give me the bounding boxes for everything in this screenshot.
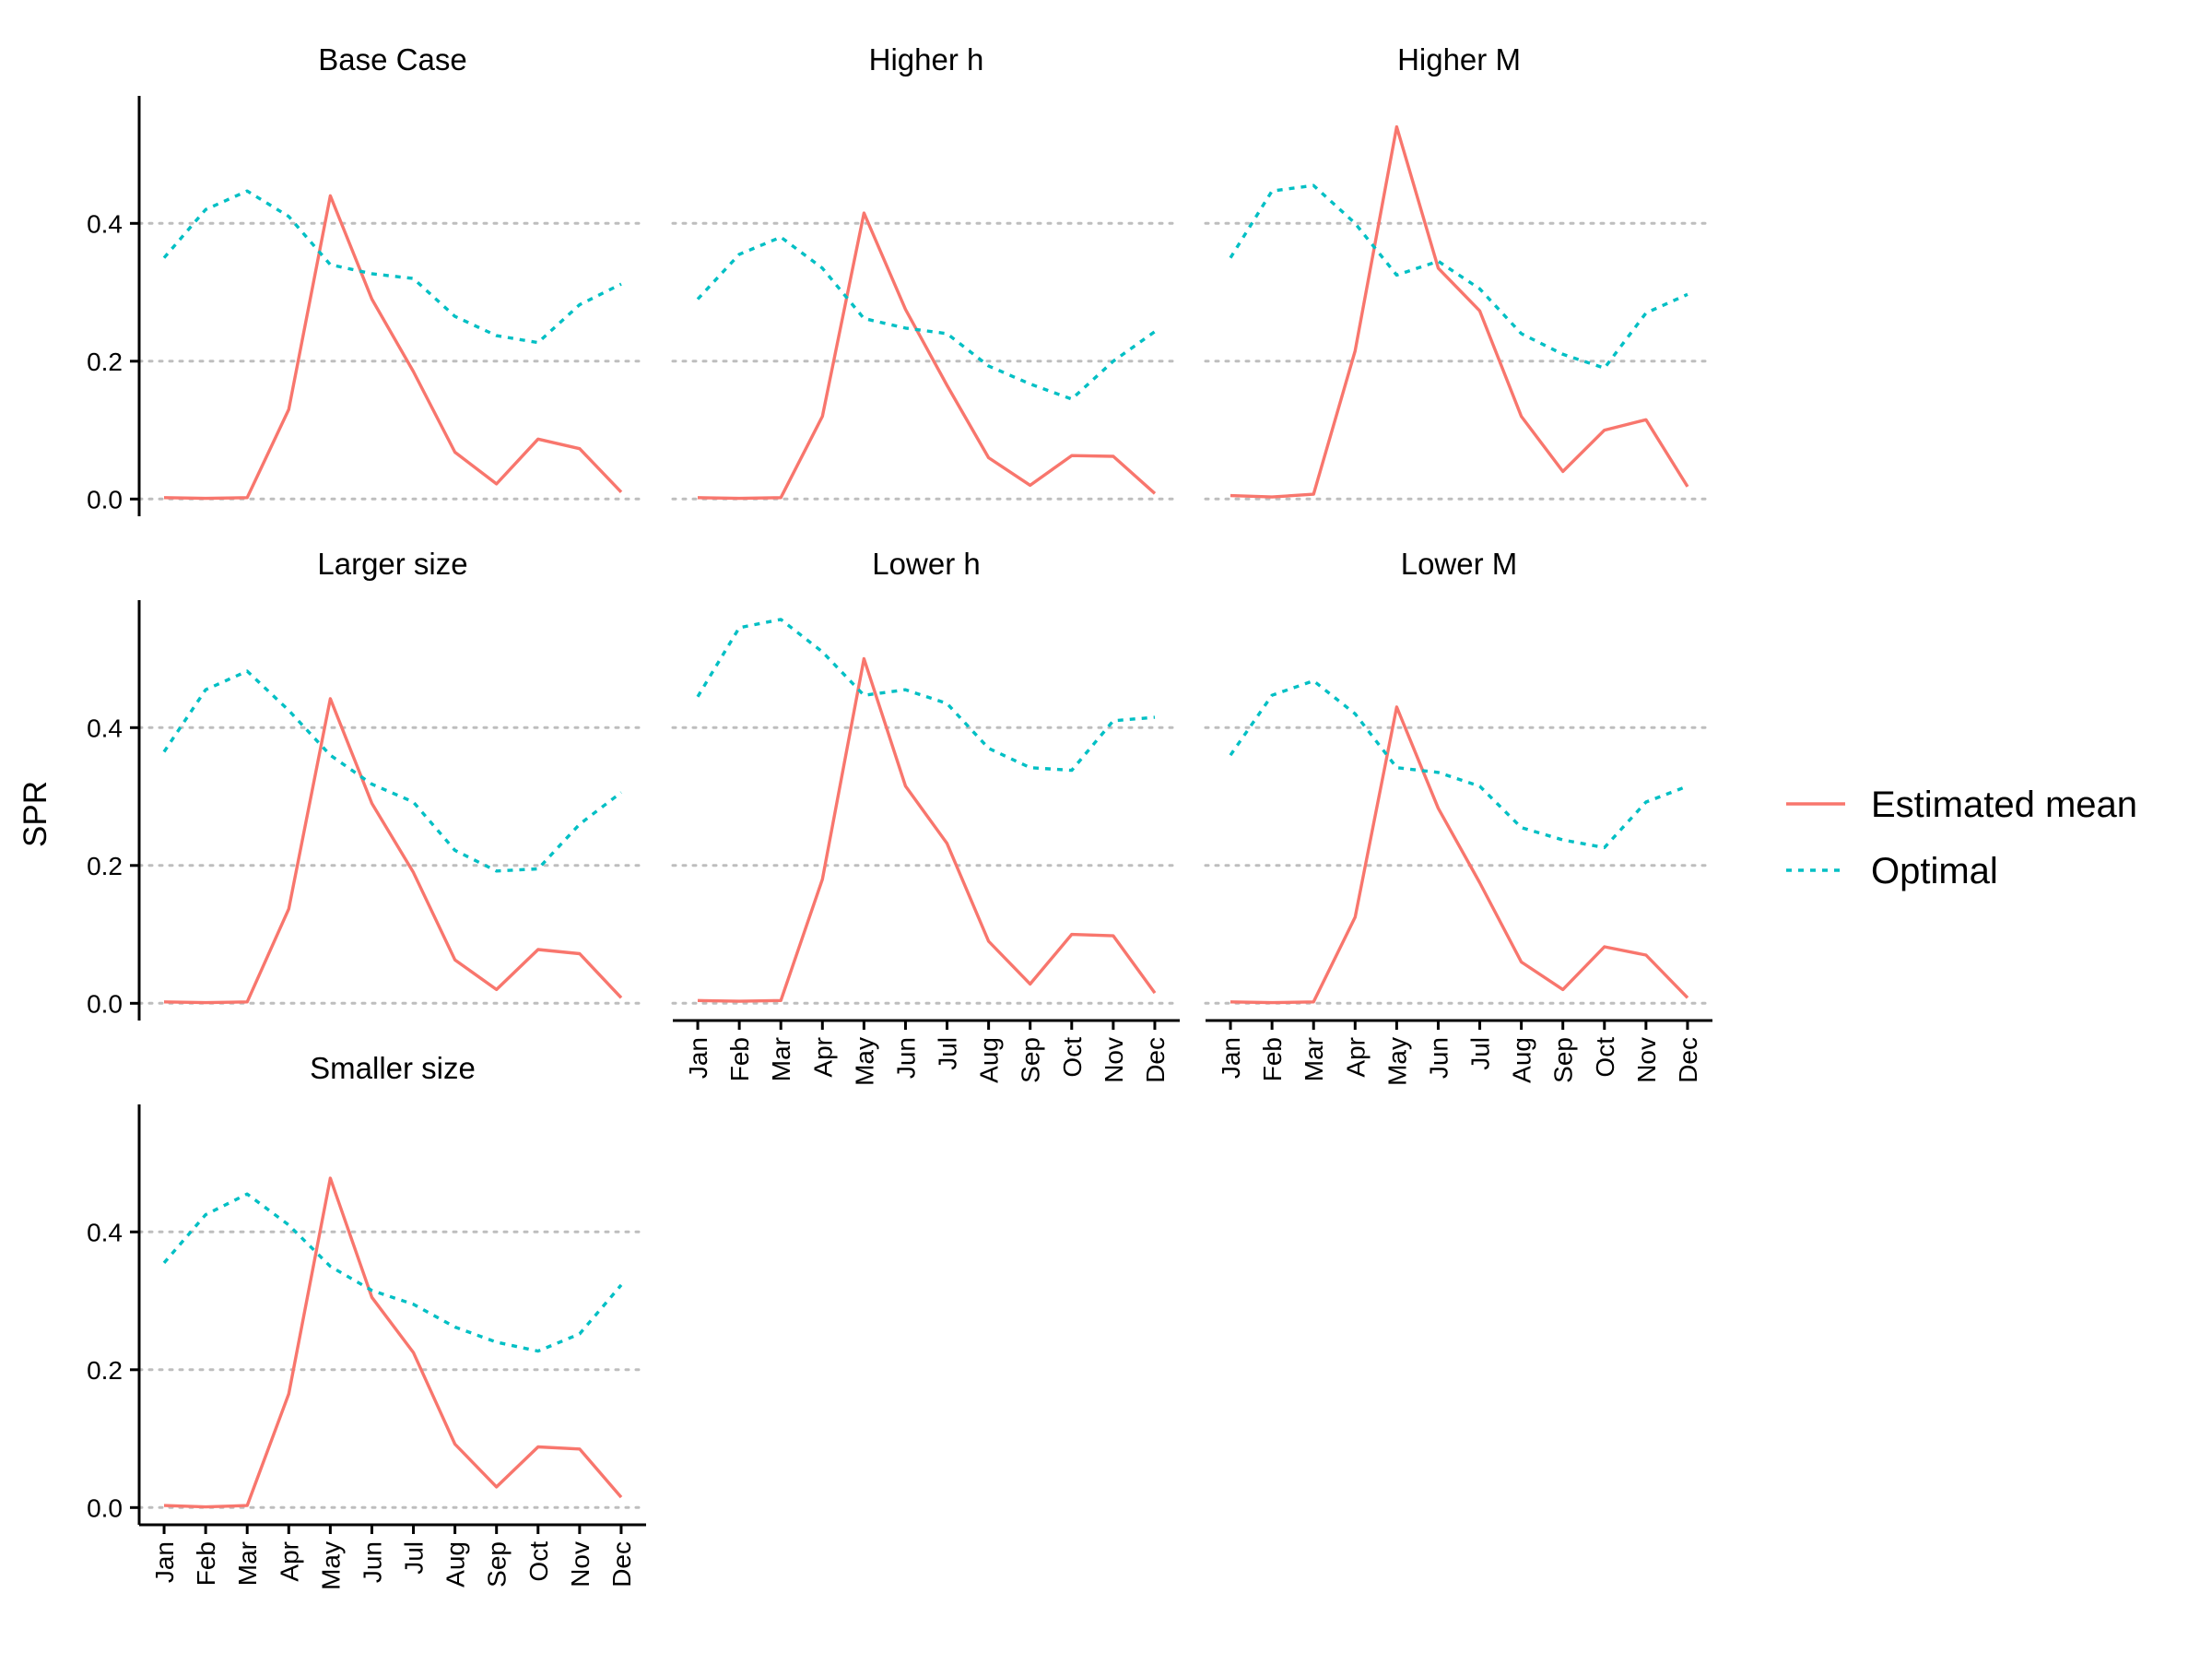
x-tick-label-lower-h-3: Apr (808, 1037, 837, 1078)
x-tick-label-smaller-size-6: Jul (400, 1541, 429, 1575)
y-axis-title: SPR (18, 781, 53, 847)
panel-title-larger-size: Larger size (317, 547, 467, 581)
y-tick-label-base-case-2: 0.4 (87, 209, 123, 238)
panel-title-higher-m: Higher M (1397, 42, 1521, 77)
x-tick-label-lower-m-9: Oct (1591, 1037, 1619, 1078)
x-tick-label-smaller-size-3: Apr (275, 1541, 303, 1582)
y-tick-label-smaller-size-0: 0.0 (87, 1493, 123, 1522)
x-tick-label-lower-h-8: Sep (1017, 1037, 1045, 1083)
x-tick-label-lower-m-2: Mar (1300, 1037, 1328, 1081)
panel-title-lower-h: Lower h (872, 547, 980, 581)
y-tick-label-smaller-size-2: 0.4 (87, 1218, 123, 1246)
y-tick-label-smaller-size-1: 0.2 (87, 1356, 123, 1385)
legend-label-optimal: Optimal (1871, 851, 1998, 891)
y-tick-label-larger-size-1: 0.2 (87, 852, 123, 880)
y-tick-label-larger-size-2: 0.4 (87, 714, 123, 742)
series-line-higher-m-optimal (1229, 183, 1688, 370)
legend-label-estimated-mean: Estimated mean (1871, 785, 2137, 825)
x-tick-label-lower-h-0: Jan (684, 1037, 712, 1079)
x-tick-label-lower-m-7: Aug (1508, 1037, 1536, 1083)
x-tick-label-lower-m-3: Apr (1341, 1037, 1370, 1078)
x-tick-label-smaller-size-8: Sep (483, 1541, 512, 1587)
x-tick-label-lower-h-4: May (850, 1037, 878, 1086)
series-line-lower-m-estimated-mean (1230, 705, 1689, 1005)
x-tick-label-lower-m-0: Jan (1217, 1037, 1245, 1079)
x-tick-label-lower-m-5: Jun (1424, 1037, 1453, 1079)
x-tick-label-lower-h-1: Feb (725, 1037, 754, 1081)
x-tick-label-lower-h-11: Dec (1141, 1037, 1170, 1083)
series-line-higher-h-estimated-mean (697, 211, 1157, 501)
y-tick-label-base-case-0: 0.0 (87, 485, 123, 513)
x-tick-label-lower-h-9: Oct (1058, 1037, 1087, 1078)
panel-title-smaller-size: Smaller size (310, 1051, 476, 1085)
series-line-base-case-optimal (162, 189, 622, 345)
x-tick-label-lower-h-5: Jun (891, 1037, 920, 1079)
x-tick-label-smaller-size-2: Mar (233, 1541, 262, 1586)
panel-title-base-case: Base Case (318, 42, 466, 77)
series-line-larger-size-estimated-mean (163, 697, 623, 1005)
x-tick-label-lower-m-6: Jul (1466, 1037, 1495, 1070)
x-tick-label-lower-h-6: Jul (934, 1037, 962, 1070)
x-tick-label-smaller-size-7: Aug (441, 1541, 470, 1587)
x-tick-label-smaller-size-5: Jun (358, 1541, 386, 1583)
series-line-base-case-estimated-mean (163, 194, 623, 501)
x-tick-label-lower-h-10: Nov (1100, 1037, 1128, 1083)
series-line-higher-h-optimal (696, 235, 1156, 401)
x-tick-label-smaller-size-0: Jan (150, 1541, 179, 1583)
x-tick-label-lower-m-8: Sep (1549, 1037, 1578, 1083)
x-tick-label-lower-m-4: May (1382, 1037, 1411, 1086)
series-line-smaller-size-estimated-mean (163, 1176, 623, 1509)
x-tick-label-lower-h-7: Aug (975, 1037, 1004, 1083)
x-tick-label-lower-m-1: Feb (1258, 1037, 1287, 1081)
panel-title-lower-m: Lower M (1401, 547, 1518, 581)
y-tick-label-larger-size-0: 0.0 (87, 989, 123, 1018)
series-line-larger-size-optimal (162, 669, 623, 873)
x-tick-label-smaller-size-11: Dec (607, 1541, 636, 1587)
x-tick-label-lower-m-10: Nov (1632, 1037, 1661, 1083)
series-line-higher-m-estimated-mean (1230, 124, 1689, 499)
panel-title-higher-h: Higher h (869, 42, 984, 77)
x-tick-label-lower-m-11: Dec (1674, 1037, 1702, 1083)
series-line-lower-h-optimal (696, 618, 1156, 773)
x-tick-label-smaller-size-1: Feb (192, 1541, 220, 1586)
series-line-lower-h-estimated-mean (697, 656, 1157, 1003)
series-line-lower-m-optimal (1229, 679, 1688, 850)
series-line-smaller-size-optimal (162, 1192, 623, 1353)
x-tick-label-smaller-size-9: Oct (524, 1541, 553, 1582)
x-tick-label-lower-h-2: Mar (767, 1037, 795, 1081)
y-tick-label-base-case-1: 0.2 (87, 348, 123, 376)
x-tick-label-smaller-size-4: May (316, 1541, 345, 1590)
x-tick-label-smaller-size-10: Nov (566, 1541, 594, 1587)
